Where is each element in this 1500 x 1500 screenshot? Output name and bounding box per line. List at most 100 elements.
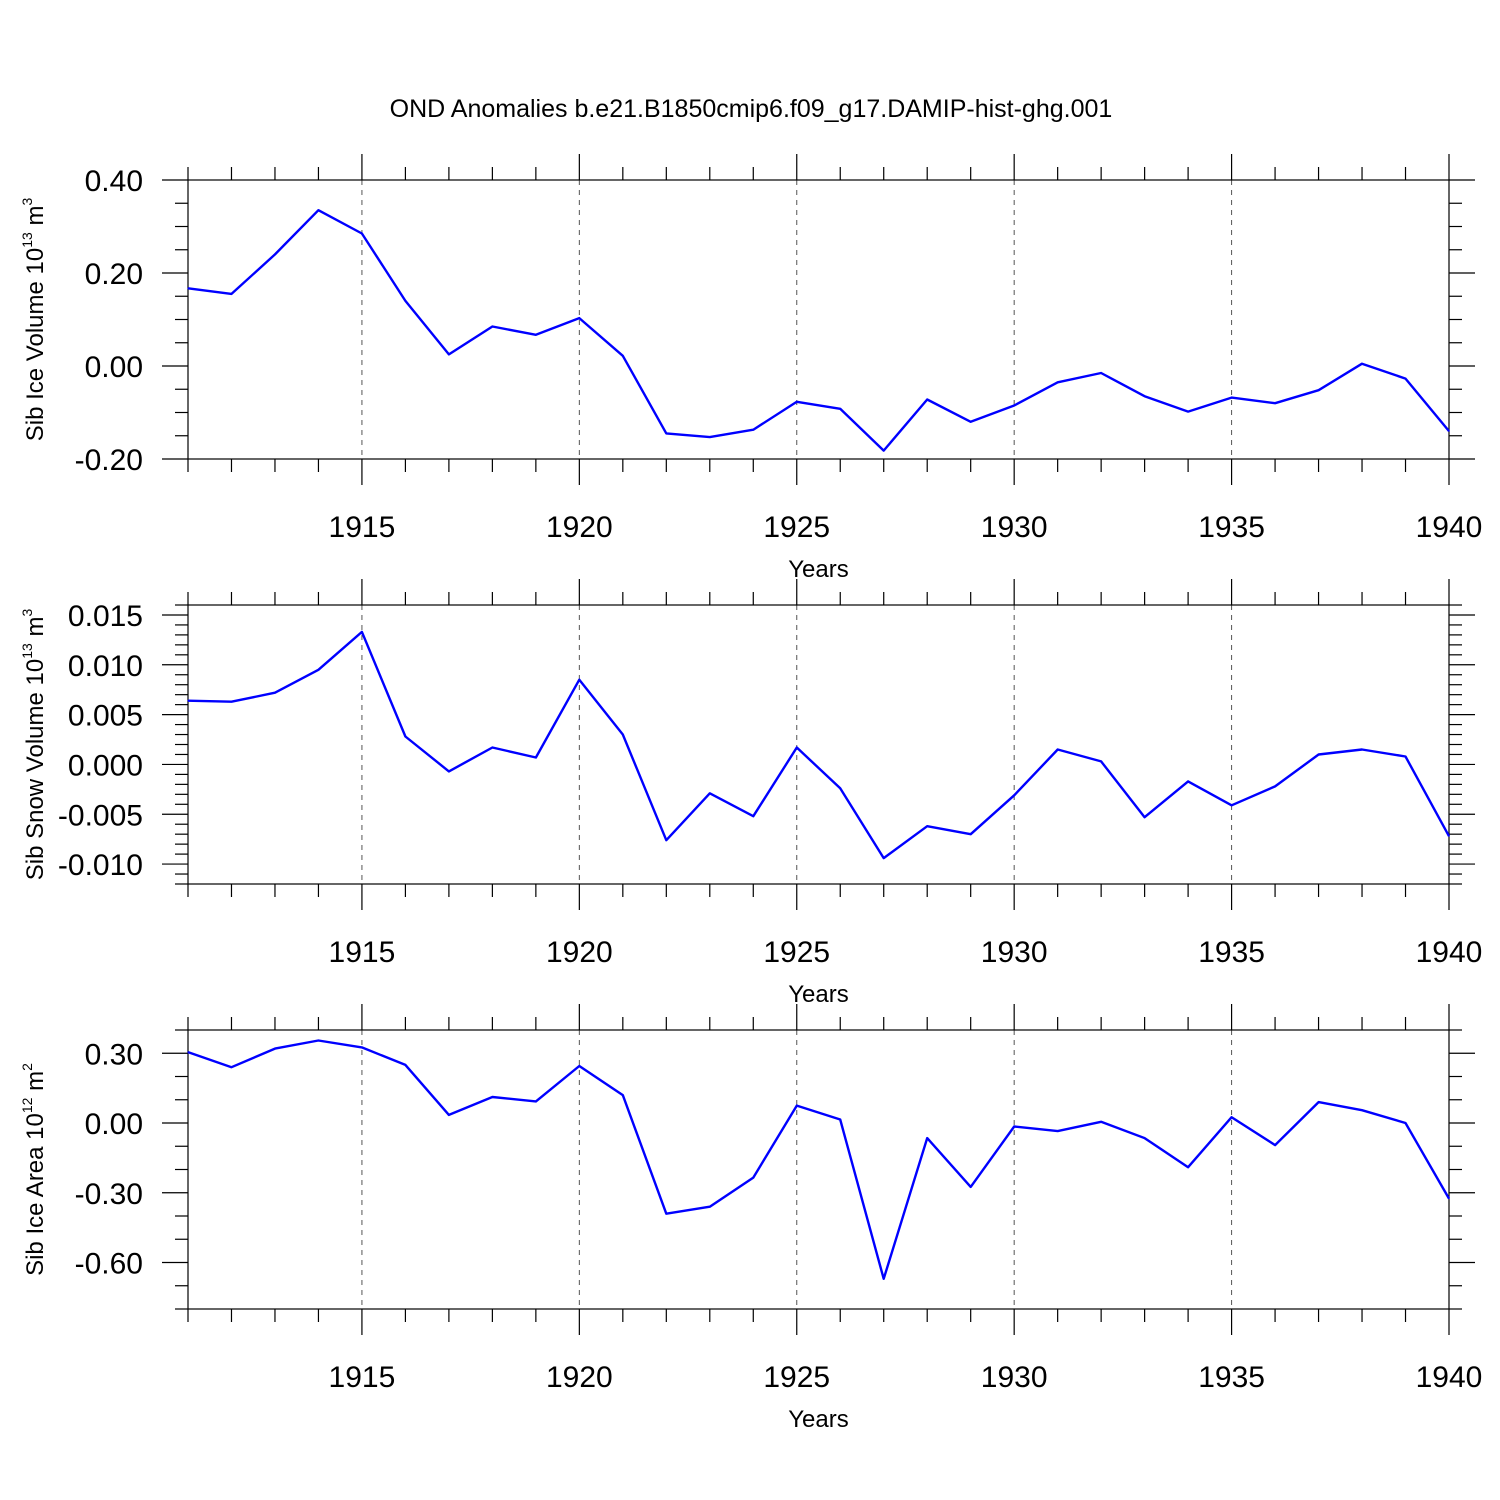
data-point (535, 756, 537, 759)
y-tick-label: 0.000 (68, 749, 143, 782)
data-point (1230, 397, 1233, 399)
data-point (883, 1278, 885, 1280)
series-line-1 (187, 630, 1451, 860)
data-point (491, 325, 493, 328)
y-tick-label: -0.30 (75, 1178, 143, 1211)
figure-title: OND Anomalies b.e21.B1850cmip6.f09_g17.D… (390, 95, 1113, 123)
series-line-1 (187, 208, 1450, 452)
data-point (1274, 1144, 1276, 1146)
data-point (448, 353, 450, 355)
data-point (491, 746, 493, 749)
data-point (665, 839, 667, 841)
data-point (1448, 835, 1450, 837)
y-tick-label: -0.005 (58, 799, 143, 832)
x-tick-label: 1930 (981, 1361, 1048, 1394)
x-axis-label: Years (788, 981, 849, 1008)
x-tick-label: 1935 (1198, 511, 1265, 544)
data-point (1187, 410, 1189, 413)
data-point (1057, 1130, 1059, 1132)
data-point (1230, 804, 1233, 806)
y-tick-label: 0.20 (85, 258, 143, 291)
data-point (448, 1114, 450, 1116)
data-point (622, 733, 624, 736)
data-point (1013, 404, 1015, 407)
y-tick-label: 0.015 (68, 600, 143, 633)
y-axis-label: Sib Ice Area 1012 m2 (19, 1063, 49, 1276)
data-point (1361, 748, 1363, 751)
data-point (796, 1104, 798, 1107)
data-point (839, 787, 841, 789)
chart-panel-1: 1915 1920 1925 1930 1935 1940 -0.20 0.00 0.20 0.4… (19, 154, 1482, 583)
data-point (1448, 1197, 1450, 1200)
data-point (883, 450, 885, 452)
data-point (970, 1186, 972, 1188)
data-point (1361, 1109, 1363, 1111)
data-point (1057, 748, 1059, 751)
y-tick-label: 0.005 (68, 700, 143, 733)
data-point (1013, 1125, 1015, 1128)
data-point (1274, 402, 1276, 404)
data-point (970, 421, 972, 423)
x-tick-label: 1930 (981, 936, 1048, 969)
data-point (1404, 377, 1407, 380)
data-point (230, 701, 233, 703)
x-tick-label: 1925 (763, 1361, 830, 1394)
data-point (752, 1177, 754, 1179)
data-point (578, 679, 580, 681)
data-point (970, 833, 972, 835)
data-point (1317, 389, 1320, 391)
data-point (361, 631, 363, 633)
data-point (926, 825, 928, 827)
data-point (622, 355, 624, 357)
y-axis-label: Sib Ice Volume 1013 m3 (19, 198, 49, 442)
data-point (578, 317, 580, 319)
data-point (361, 1046, 363, 1049)
data-point (839, 408, 841, 410)
data-point (752, 815, 754, 817)
y-tick-label: 0.00 (85, 1108, 143, 1141)
x-tick-label: 1940 (1416, 936, 1483, 969)
data-point (926, 1137, 928, 1139)
data-point (1100, 1121, 1102, 1123)
data-point (709, 1206, 711, 1208)
data-point (404, 300, 407, 302)
data-point (317, 669, 320, 671)
data-point (883, 857, 885, 859)
data-point (274, 1048, 276, 1050)
data-point (1404, 1122, 1407, 1124)
data-point (709, 436, 711, 438)
data-point (274, 253, 276, 255)
data-point (1187, 780, 1189, 782)
data-point (665, 432, 667, 435)
chart-panel-3: 1915 1920 1925 1930 1935 1940 -0.60 -0.30 0.00 0.… (19, 1004, 1482, 1433)
data-point (752, 429, 754, 431)
data-point (926, 398, 928, 401)
plot-frame (187, 179, 1450, 460)
data-point (491, 1096, 493, 1098)
data-point (1274, 785, 1276, 787)
data-point (448, 770, 450, 773)
data-point (1448, 430, 1450, 432)
x-tick-label: 1920 (546, 1361, 613, 1394)
data-point (230, 293, 233, 295)
x-tick-label: 1940 (1416, 1361, 1483, 1394)
x-axis-label: Years (788, 1406, 849, 1433)
data-point (361, 232, 363, 235)
data-point (187, 287, 189, 289)
x-tick-label: 1915 (329, 511, 396, 544)
plot-frame (187, 604, 1450, 885)
data-point (187, 1051, 189, 1053)
data-point (230, 1066, 233, 1068)
data-point (709, 792, 711, 794)
data-point (622, 1094, 624, 1096)
x-tick-label: 1930 (981, 511, 1048, 544)
y-tick-label: 0.40 (85, 165, 143, 198)
data-point (1057, 381, 1059, 383)
x-tick-label: 1925 (763, 511, 830, 544)
data-point (1100, 372, 1102, 374)
data-point (535, 334, 537, 336)
series-line-1 (187, 1039, 1451, 1281)
x-tick-label: 1925 (763, 936, 830, 969)
x-tick-label: 1915 (329, 936, 396, 969)
data-point (1404, 755, 1407, 758)
